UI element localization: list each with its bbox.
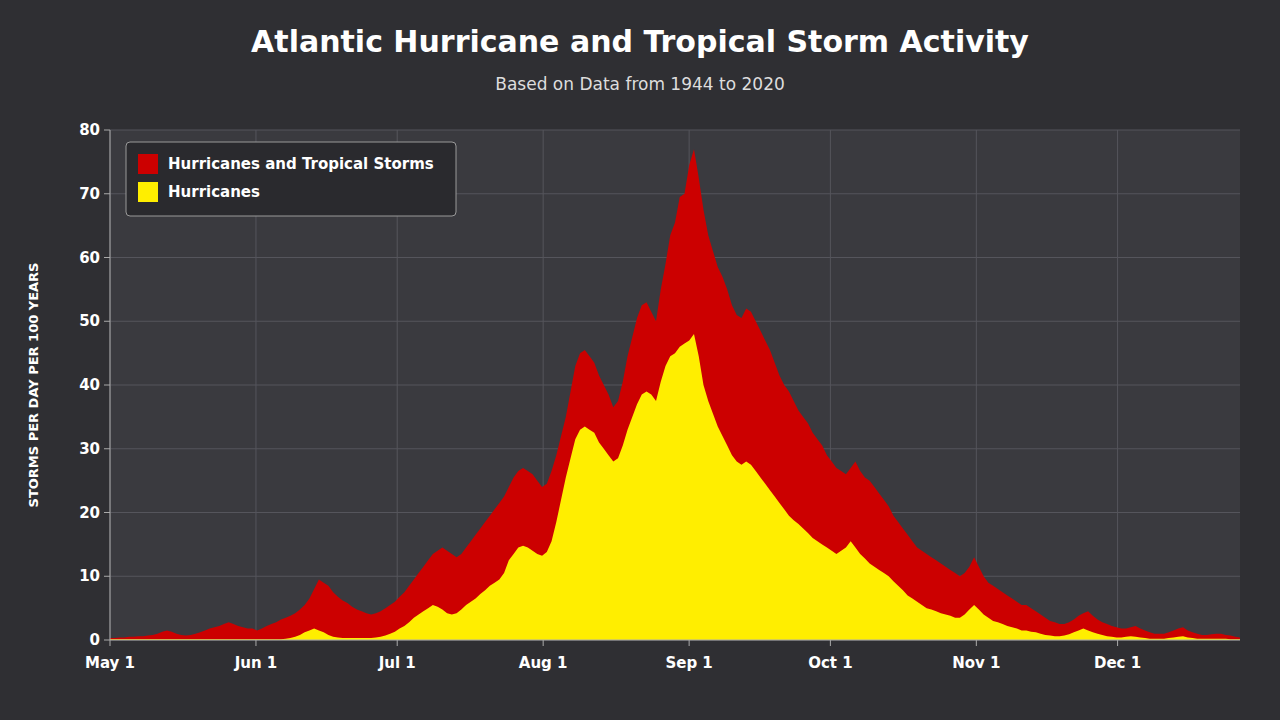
y-tick-label: 80 <box>79 121 100 139</box>
y-tick <box>104 448 110 449</box>
y-tick <box>104 193 110 194</box>
grid <box>110 130 1240 640</box>
y-tick <box>104 257 110 258</box>
y-tick-label: 70 <box>79 185 100 203</box>
y-tick-label: 20 <box>79 504 100 522</box>
y-tick <box>104 385 110 386</box>
y-tick-label: 60 <box>79 249 100 267</box>
x-tick-label: May 1 <box>85 654 135 672</box>
x-tick <box>830 640 831 646</box>
x-axis-line <box>110 640 1240 641</box>
areas <box>110 149 1240 640</box>
background <box>0 0 1280 720</box>
chart-container: Atlantic Hurricane and Tropical Storm Ac… <box>0 0 1280 720</box>
subtitle: Based on Data from 1944 to 2020 <box>495 74 785 94</box>
plot-background <box>110 130 1240 640</box>
area <box>110 149 1240 640</box>
x-tick <box>689 640 690 646</box>
x-tick <box>1117 640 1118 646</box>
legend: Hurricanes and Tropical Storms Hurricanes <box>126 142 456 216</box>
title: Atlantic Hurricane and Tropical Storm Ac… <box>251 24 1029 59</box>
y-tick-label: 50 <box>79 312 100 330</box>
x-tick-label: Nov 1 <box>952 654 1000 672</box>
chart-svg: Atlantic Hurricane and Tropical Storm Ac… <box>0 0 1280 720</box>
x-tick-label: Jul 1 <box>378 654 416 672</box>
x-tick-label: Aug 1 <box>519 654 568 672</box>
legend-box <box>126 142 456 216</box>
x-tick-label: Oct 1 <box>808 654 852 672</box>
y-axis-label: STORMS PER DAY PER 100 YEARS <box>26 263 41 508</box>
x-tick <box>255 640 256 646</box>
x-grid-line <box>1117 130 1118 640</box>
x-tick <box>543 640 544 646</box>
y-grid-line <box>110 130 1240 131</box>
x-tick-label: Dec 1 <box>1094 654 1141 672</box>
legend-swatch <box>138 154 158 174</box>
legend-swatch <box>138 182 158 202</box>
x-tick <box>976 640 977 646</box>
area <box>110 334 1240 640</box>
y-grid-line <box>110 640 1240 641</box>
y-tick-label: 40 <box>79 376 100 394</box>
x-tick-label: Sep 1 <box>665 654 712 672</box>
x-tick <box>397 640 398 646</box>
y-tick-label: 10 <box>79 567 100 585</box>
y-tick <box>104 640 110 641</box>
y-tick <box>104 130 110 131</box>
legend-label: Hurricanes and Tropical Storms <box>168 155 434 173</box>
y-tick <box>104 321 110 322</box>
x-tick <box>110 640 111 646</box>
y-tick <box>104 576 110 577</box>
y-tick-label: 0 <box>90 631 100 649</box>
x-tick-label: Jun 1 <box>234 654 278 672</box>
y-tick <box>104 512 110 513</box>
legend-label: Hurricanes <box>168 183 260 201</box>
axes: May 1 Jun 1 Jul 1 Aug 1 Sep 1 Oct 1 Nov 1 Dec 1… <box>79 121 1240 672</box>
y-tick-label: 30 <box>79 440 100 458</box>
